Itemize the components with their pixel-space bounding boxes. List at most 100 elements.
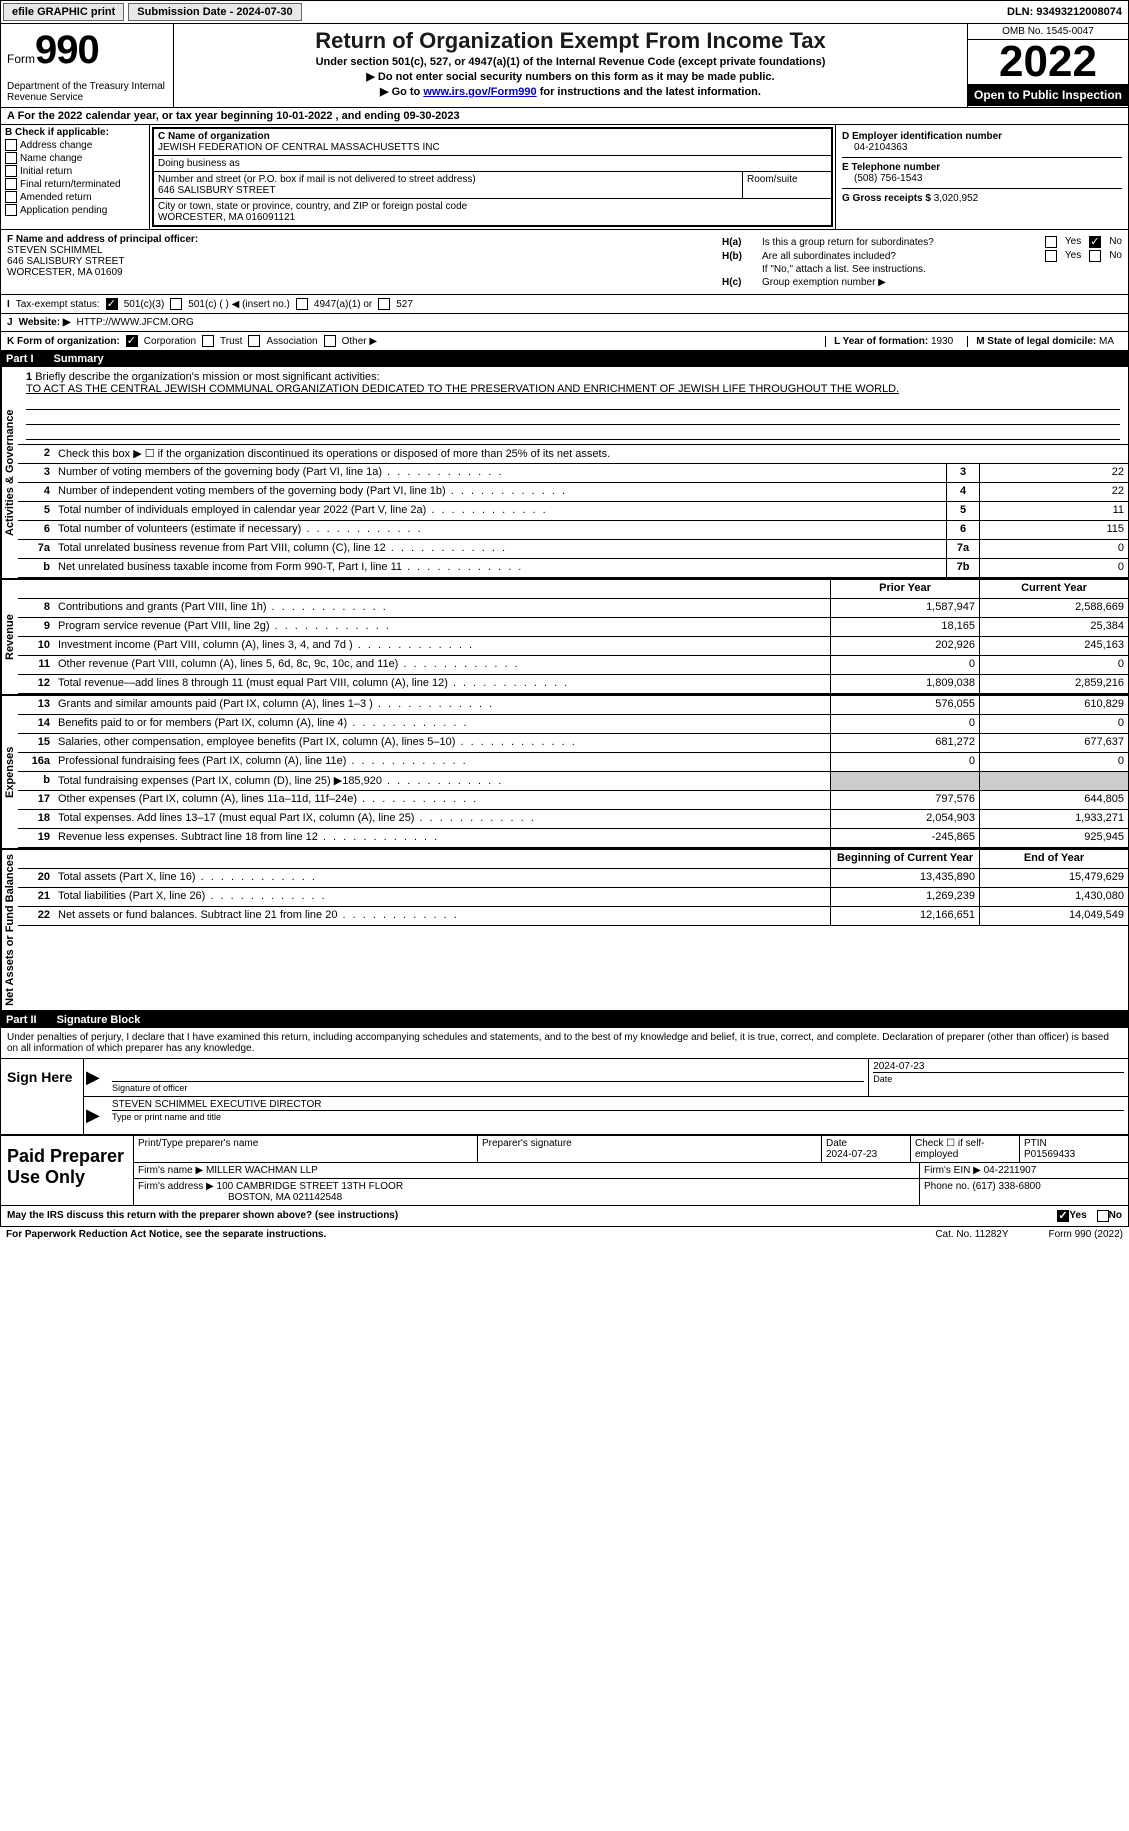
chk-other[interactable] bbox=[324, 335, 336, 347]
chk-ha-yes[interactable] bbox=[1045, 236, 1057, 248]
department-label: Department of the Treasury Internal Reve… bbox=[7, 81, 167, 103]
prep-sig-label: Preparer's signature bbox=[478, 1136, 822, 1162]
summary-line: bNet unrelated business taxable income f… bbox=[18, 559, 1128, 578]
chk-discuss-no[interactable] bbox=[1097, 1210, 1109, 1222]
chk-application-pending[interactable] bbox=[5, 204, 17, 216]
chk-amended-return[interactable] bbox=[5, 191, 17, 203]
org-name-label: C Name of organization bbox=[158, 131, 827, 142]
summary-line: 4Number of independent voting members of… bbox=[18, 483, 1128, 502]
block-h: H(a) Is this a group return for subordin… bbox=[716, 230, 1128, 294]
chk-association[interactable] bbox=[248, 335, 260, 347]
paid-preparer-block: Paid Preparer Use Only Print/Type prepar… bbox=[0, 1135, 1129, 1206]
sign-date-label: Date bbox=[873, 1072, 1124, 1084]
chk-501c[interactable] bbox=[170, 298, 182, 310]
summary-line: 19Revenue less expenses. Subtract line 1… bbox=[18, 829, 1128, 848]
chk-trust[interactable] bbox=[202, 335, 214, 347]
prior-year-header: Prior Year bbox=[830, 580, 979, 598]
part-1-header: Part I Summary bbox=[0, 351, 1129, 367]
officer-sig-label: Signature of officer bbox=[112, 1081, 864, 1093]
paid-preparer-label: Paid Preparer Use Only bbox=[1, 1136, 134, 1205]
block-j: J Website: ▶ HTTP://WWW.JFCM.ORG bbox=[0, 314, 1129, 332]
summary-line: 17Other expenses (Part IX, column (A), l… bbox=[18, 791, 1128, 810]
mission-text: TO ACT AS THE CENTRAL JEWISH COMMUNAL OR… bbox=[26, 383, 1120, 395]
chk-discuss-yes[interactable] bbox=[1057, 1210, 1069, 1222]
summary-line: 7aTotal unrelated business revenue from … bbox=[18, 540, 1128, 559]
chk-address-change[interactable] bbox=[5, 139, 17, 151]
officer-name: STEVEN SCHIMMEL bbox=[7, 245, 710, 256]
penalty-text: Under penalties of perjury, I declare th… bbox=[0, 1028, 1129, 1058]
subtitle-3: Go to www.irs.gov/Form990 for instructio… bbox=[178, 85, 963, 98]
line2-text: Check this box ▶ ☐ if the organization d… bbox=[54, 445, 1128, 463]
print-name-label: Type or print name and title bbox=[112, 1110, 1124, 1122]
irs-link[interactable]: www.irs.gov/Form990 bbox=[423, 86, 536, 98]
website-value: HTTP://WWW.JFCM.ORG bbox=[77, 317, 194, 328]
block-bcd: B Check if applicable: Address change Na… bbox=[0, 125, 1129, 230]
summary-line: 6Total number of volunteers (estimate if… bbox=[18, 521, 1128, 540]
efile-print-button[interactable]: efile GRAPHIC print bbox=[3, 3, 124, 21]
sign-date: 2024-07-23 bbox=[873, 1061, 1124, 1072]
chk-corporation[interactable] bbox=[126, 335, 138, 347]
netassets-label: Net Assets or Fund Balances bbox=[1, 850, 18, 1010]
chk-527[interactable] bbox=[378, 298, 390, 310]
block-c: C Name of organization JEWISH FEDERATION… bbox=[150, 125, 835, 229]
summary-line: 13Grants and similar amounts paid (Part … bbox=[18, 696, 1128, 715]
summary-line: 12Total revenue—add lines 8 through 11 (… bbox=[18, 675, 1128, 694]
addr-label: Number and street (or P.O. box if mail i… bbox=[158, 174, 738, 185]
section-revenue: Revenue Prior Year Current Year 8Contrib… bbox=[0, 580, 1129, 696]
begin-year-header: Beginning of Current Year bbox=[830, 850, 979, 868]
discuss-row: May the IRS discuss this return with the… bbox=[0, 1206, 1129, 1227]
subtitle-1: Under section 501(c), 527, or 4947(a)(1)… bbox=[178, 56, 963, 68]
summary-line: 3Number of voting members of the governi… bbox=[18, 464, 1128, 483]
dln-label: DLN: 93493212008074 bbox=[1001, 6, 1128, 18]
chk-4947[interactable] bbox=[296, 298, 308, 310]
city-label: City or town, state or province, country… bbox=[158, 201, 827, 212]
chk-name-change[interactable] bbox=[5, 152, 17, 164]
block-i: I Tax-exempt status: 501(c)(3) 501(c) ( … bbox=[0, 295, 1129, 314]
inspection-label: Open to Public Inspection bbox=[968, 84, 1128, 106]
section-netassets: Net Assets or Fund Balances Beginning of… bbox=[0, 850, 1129, 1012]
summary-line: 8Contributions and grants (Part VIII, li… bbox=[18, 599, 1128, 618]
block-klm: K Form of organization: Corporation Trus… bbox=[0, 332, 1129, 351]
org-name: JEWISH FEDERATION OF CENTRAL MASSACHUSET… bbox=[158, 142, 827, 153]
addr-value: 646 SALISBURY STREET bbox=[158, 185, 738, 196]
summary-line: 10Investment income (Part VIII, column (… bbox=[18, 637, 1128, 656]
section-expenses: Expenses 13Grants and similar amounts pa… bbox=[0, 696, 1129, 850]
chk-501c3[interactable] bbox=[106, 298, 118, 310]
summary-line: 21Total liabilities (Part X, line 26)1,2… bbox=[18, 888, 1128, 907]
form-header: Form 990 Department of the Treasury Inte… bbox=[0, 24, 1129, 108]
current-year-header: Current Year bbox=[979, 580, 1128, 598]
prep-name-label: Print/Type preparer's name bbox=[134, 1136, 478, 1162]
form-title: Return of Organization Exempt From Incom… bbox=[178, 28, 963, 54]
tel-label: E Telephone number bbox=[842, 162, 1122, 173]
form-word: Form bbox=[7, 52, 35, 66]
dba-label: Doing business as bbox=[158, 158, 827, 169]
summary-line: 16aProfessional fundraising fees (Part I… bbox=[18, 753, 1128, 772]
chk-hb-yes[interactable] bbox=[1045, 250, 1057, 262]
chk-initial-return[interactable] bbox=[5, 165, 17, 177]
summary-line: 9Program service revenue (Part VIII, lin… bbox=[18, 618, 1128, 637]
subtitle-2: Do not enter social security numbers on … bbox=[178, 70, 963, 83]
topbar: efile GRAPHIC print Submission Date - 20… bbox=[0, 0, 1129, 24]
chk-final-return[interactable] bbox=[5, 178, 17, 190]
room-label: Room/suite bbox=[743, 172, 831, 198]
arrow-icon: ▶ bbox=[84, 1097, 108, 1134]
block-d: D Employer identification number 04-2104… bbox=[835, 125, 1128, 229]
block-b: B Check if applicable: Address change Na… bbox=[1, 125, 150, 229]
self-employed-label: Check ☐ if self-employed bbox=[911, 1136, 1020, 1162]
summary-line: 22Net assets or fund balances. Subtract … bbox=[18, 907, 1128, 926]
arrow-icon: ▶ bbox=[84, 1059, 108, 1096]
expenses-label: Expenses bbox=[1, 696, 18, 848]
summary-line: 11Other revenue (Part VIII, column (A), … bbox=[18, 656, 1128, 675]
ein-value: 04-2104363 bbox=[854, 142, 1122, 153]
footer-last: For Paperwork Reduction Act Notice, see … bbox=[0, 1227, 1129, 1242]
chk-hb-no[interactable] bbox=[1089, 250, 1101, 262]
section-activities: Activities & Governance 1 Briefly descri… bbox=[0, 367, 1129, 580]
submission-date-button[interactable]: Submission Date - 2024-07-30 bbox=[128, 3, 301, 21]
officer-addr1: 646 SALISBURY STREET bbox=[7, 256, 710, 267]
summary-line: 20Total assets (Part X, line 16)13,435,8… bbox=[18, 869, 1128, 888]
chk-ha-no[interactable] bbox=[1089, 236, 1101, 248]
officer-print-name: STEVEN SCHIMMEL EXECUTIVE DIRECTOR bbox=[112, 1099, 1124, 1110]
summary-line: 5Total number of individuals employed in… bbox=[18, 502, 1128, 521]
period-row: A For the 2022 calendar year, or tax yea… bbox=[0, 108, 1129, 125]
summary-line: 14Benefits paid to or for members (Part … bbox=[18, 715, 1128, 734]
